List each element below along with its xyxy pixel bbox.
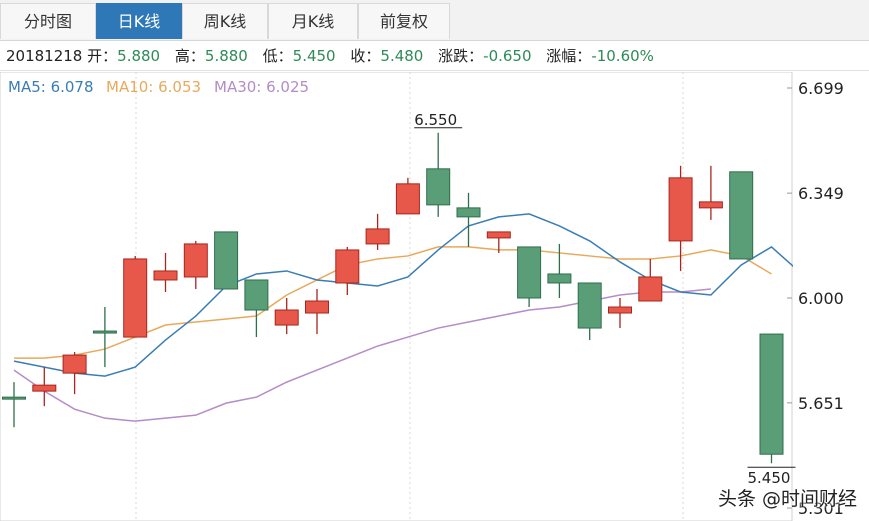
candle-body: [32, 384, 57, 392]
candle-body: [153, 270, 178, 281]
info-pct: -10.60%: [591, 47, 654, 65]
watermark: 头条 @时间财经: [717, 488, 857, 510]
candle: [365, 213, 390, 250]
tab-monthly-k[interactable]: 月K线: [268, 3, 358, 39]
candle: [456, 192, 481, 247]
candle-body: [729, 171, 754, 260]
candle-body: [183, 243, 208, 278]
candle: [698, 165, 723, 220]
candle-body: [759, 333, 784, 455]
candle-body: [517, 246, 542, 299]
y-tick-label: 6.000: [798, 289, 844, 308]
candle: [638, 258, 663, 302]
tab-weekly-k[interactable]: 周K线: [182, 3, 268, 39]
info-change: -0.650: [483, 47, 532, 65]
candle: [62, 352, 87, 395]
extreme-price-label: 5.450: [748, 469, 791, 487]
candle-body: [365, 228, 390, 245]
candle: [153, 252, 178, 292]
candle-body: [698, 201, 723, 209]
candle-body: [335, 249, 360, 284]
info-close: 5.480: [380, 47, 424, 65]
info-high: 5.880: [204, 47, 248, 65]
ma-legend-item: MA10: 6.053: [106, 78, 201, 96]
candle: [305, 288, 329, 335]
candle: [517, 246, 542, 308]
candle-body: [395, 183, 420, 215]
info-low-label: 低：: [262, 47, 293, 65]
candle: [668, 165, 693, 271]
ma5-line: [13, 213, 803, 377]
candle: [183, 240, 208, 289]
info-open: 5.880: [117, 47, 161, 65]
candle-body: [426, 168, 451, 206]
tab-forward-adjusted[interactable]: 前复权: [358, 3, 450, 39]
candle-body: [123, 258, 148, 338]
y-tick-label: 5.651: [798, 394, 844, 413]
candle-body: [577, 282, 602, 329]
candle: [547, 243, 572, 298]
candle: [335, 246, 360, 295]
ohlc-info-bar: 20181218 开：5.880 高：5.880 低：5.450 收：5.480…: [0, 41, 869, 71]
ma-legend-item: MA30: 6.025: [214, 78, 309, 96]
candle-body: [2, 396, 26, 400]
info-date: 20181218: [6, 47, 83, 65]
ma-legend-item: MA5: 6.078: [8, 78, 94, 96]
candle: [2, 382, 26, 428]
candle: [395, 177, 420, 215]
extreme-price-label: 6.550: [414, 111, 457, 129]
y-tick-label: 6.699: [798, 79, 844, 98]
y-tick-label: 5.301: [798, 499, 844, 518]
candle-body: [92, 330, 117, 334]
candle: [214, 231, 239, 290]
y-tick-label: 6.349: [798, 184, 844, 203]
info-high-label: 高：: [174, 47, 205, 65]
plot-area: [0, 72, 793, 521]
candle-body: [608, 306, 632, 314]
candle: [608, 298, 632, 329]
candle: [759, 333, 784, 464]
info-open-label: 开：: [87, 47, 118, 65]
candle: [274, 298, 299, 335]
candle-body: [305, 300, 329, 314]
y-axis-area: [793, 72, 869, 521]
tab-intraday[interactable]: 分时图: [0, 3, 96, 39]
candle: [123, 255, 148, 338]
candle: [729, 171, 754, 260]
info-change-label: 涨跌：: [438, 47, 484, 65]
candle: [486, 231, 511, 253]
candle-body: [638, 276, 663, 302]
info-low: 5.450: [292, 47, 336, 65]
candlestick-chart[interactable]: 6.699 6.349 6.000 5.651 5.301 MA5: 6.078 MA10…: [0, 72, 869, 521]
candle: [32, 367, 57, 407]
candle-body: [244, 279, 269, 311]
candle-body: [214, 231, 239, 290]
candle: [92, 307, 117, 368]
info-close-label: 收：: [350, 47, 381, 65]
candle-body: [668, 177, 693, 242]
candle: [244, 279, 269, 338]
candle-body: [456, 207, 481, 218]
chart-tabs: 分时图 日K线 周K线 月K线 前复权: [0, 0, 869, 41]
candle-body: [547, 273, 572, 284]
candle-body: [62, 354, 87, 374]
candle: [426, 132, 451, 217]
candle: [577, 282, 602, 341]
candle-body: [486, 231, 511, 239]
candle-body: [274, 309, 299, 326]
tab-daily-k[interactable]: 日K线: [96, 3, 182, 39]
info-pct-label: 涨幅：: [546, 47, 592, 65]
